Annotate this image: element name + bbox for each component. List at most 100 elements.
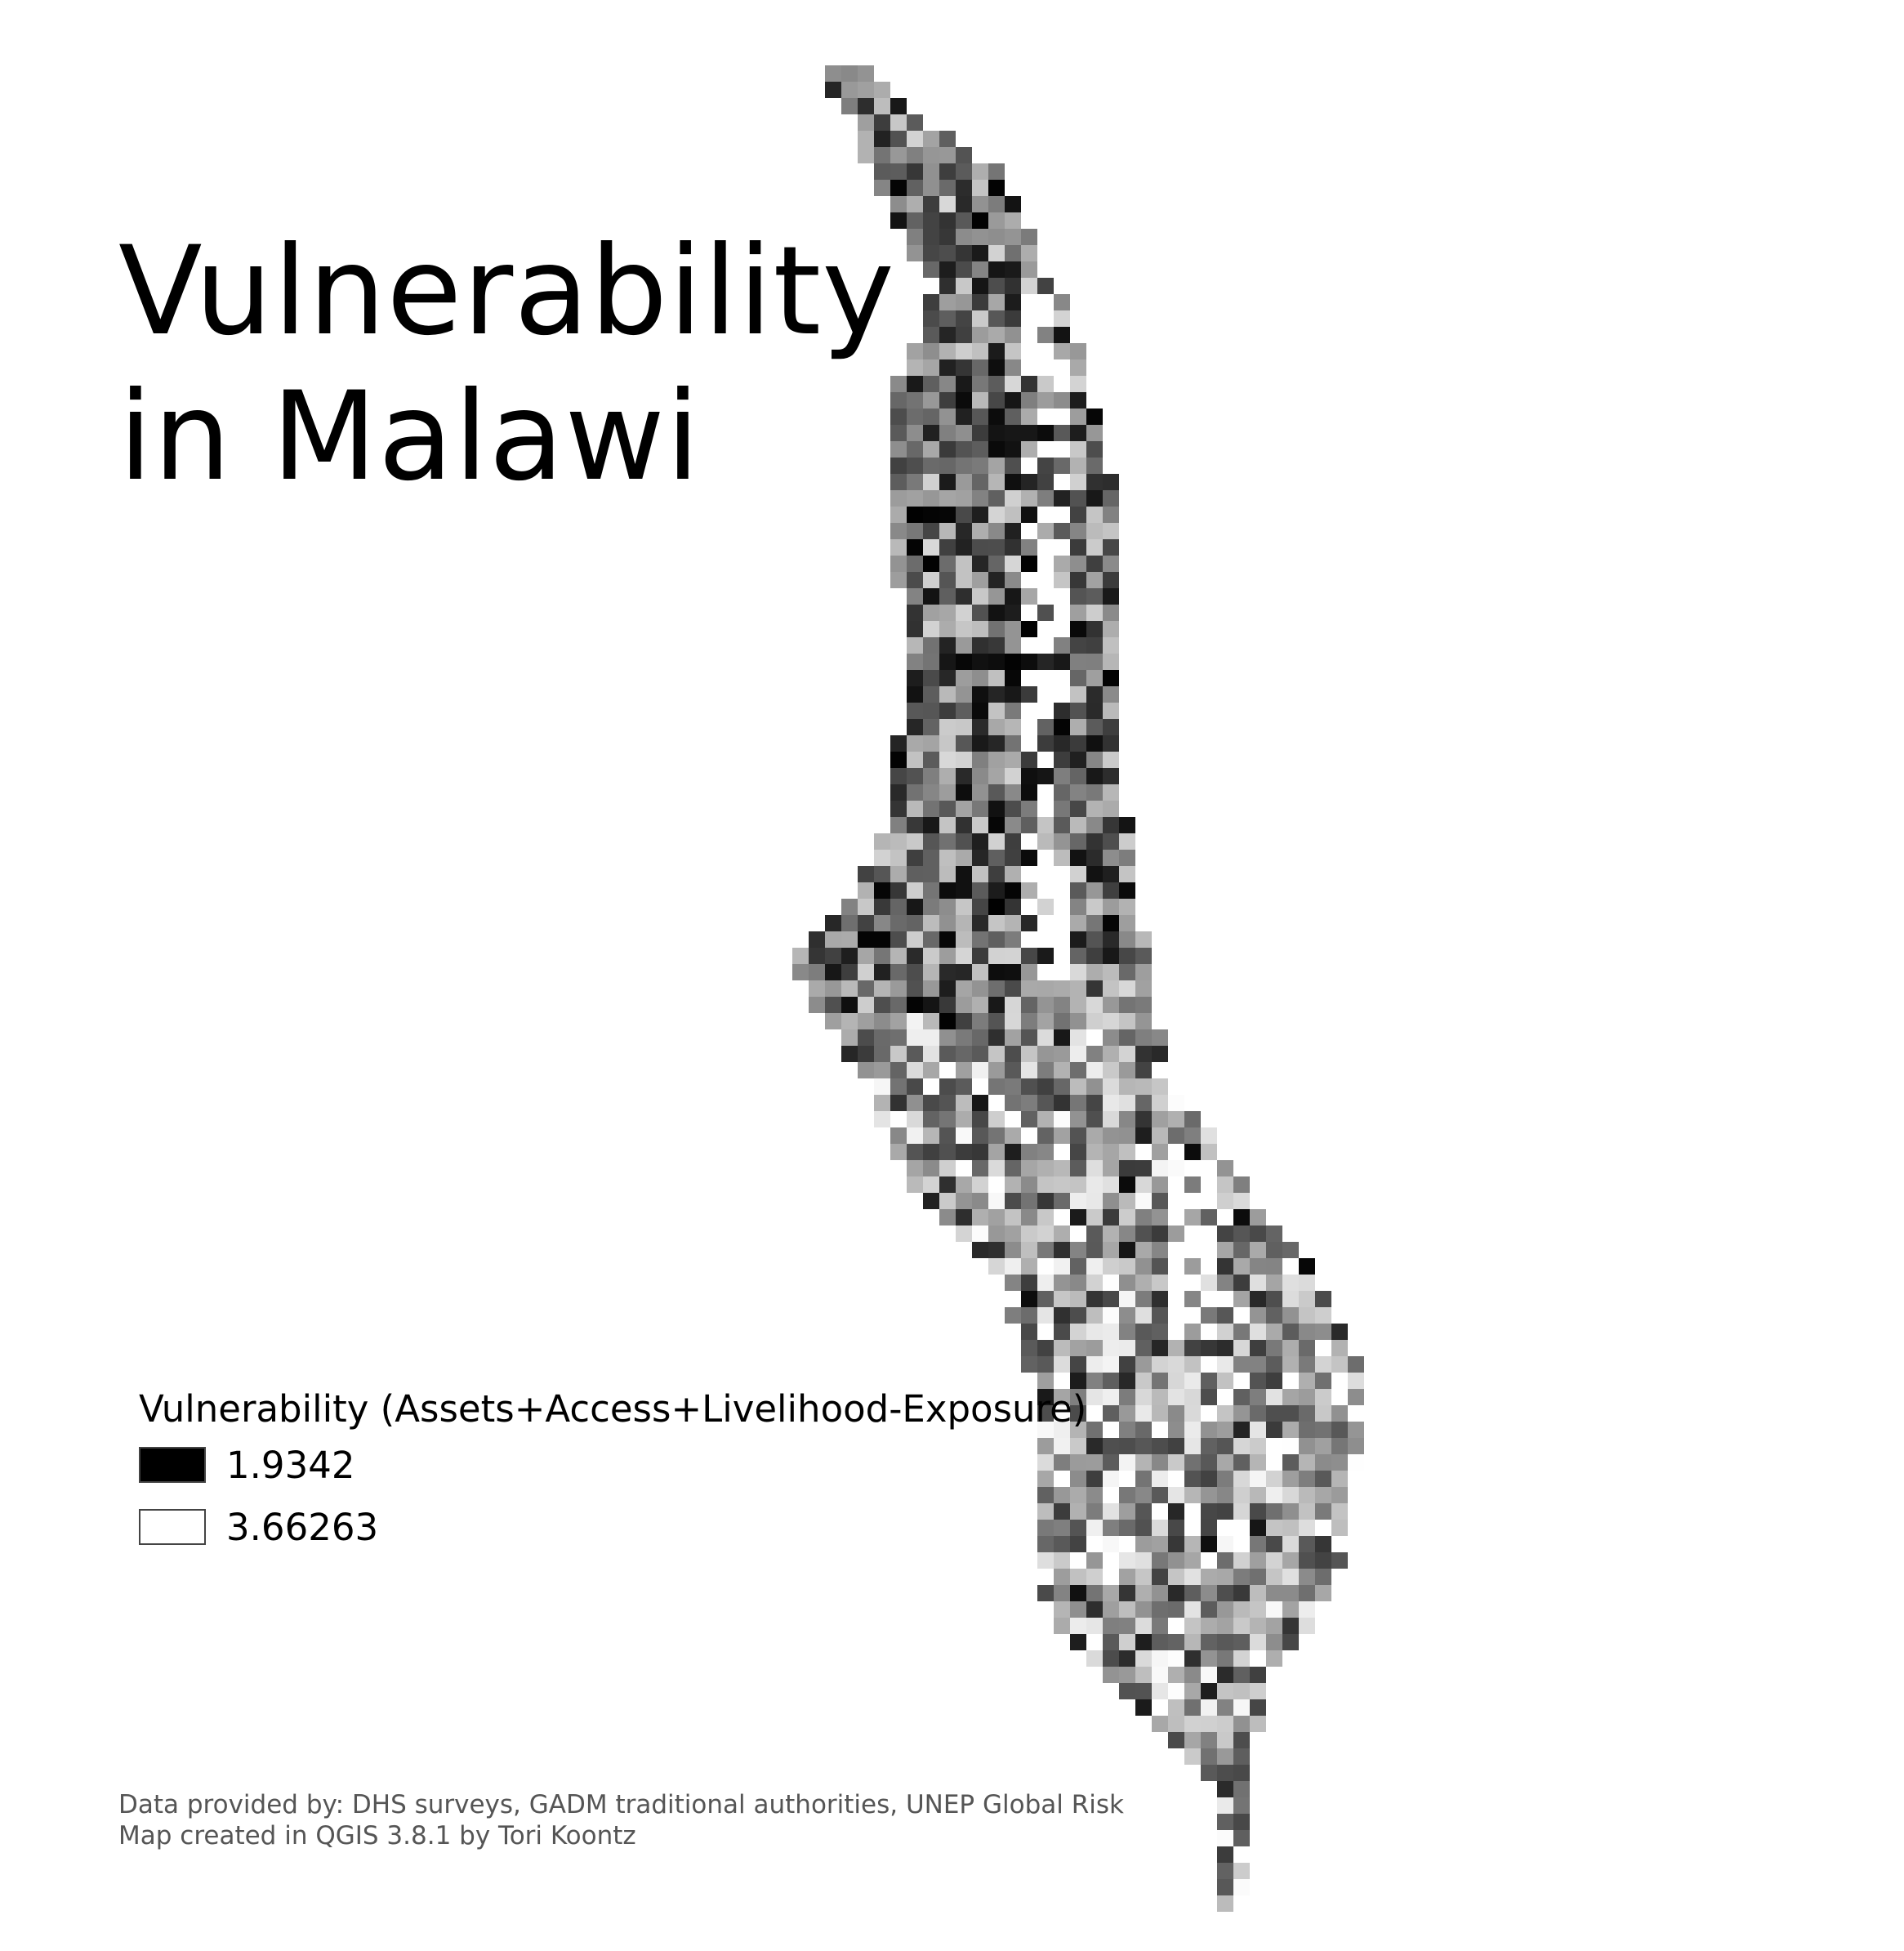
raster-cell <box>1086 1095 1103 1111</box>
raster-cell <box>1250 1258 1266 1275</box>
raster-cell <box>1201 1454 1217 1471</box>
raster-cell <box>1135 1618 1152 1634</box>
raster-cell <box>1005 1275 1021 1291</box>
raster-cell <box>1037 1569 1054 1585</box>
raster-cell <box>988 1144 1005 1160</box>
raster-cell <box>1103 1078 1119 1095</box>
raster-cell <box>1103 752 1119 768</box>
raster-cell <box>874 1078 890 1095</box>
raster-cell <box>1135 1242 1152 1258</box>
raster-cells <box>792 65 1364 1912</box>
raster-cell <box>1348 1438 1364 1454</box>
raster-cell <box>890 997 907 1013</box>
raster-cell <box>1086 752 1103 768</box>
raster-cell <box>1005 899 1021 915</box>
raster-cell <box>1119 1471 1135 1487</box>
raster-cell <box>1037 1552 1054 1569</box>
raster-cell <box>1217 1487 1233 1503</box>
raster-cell <box>988 948 1005 964</box>
raster-cell <box>988 1242 1005 1258</box>
raster-cell <box>1135 1520 1152 1536</box>
raster-cell <box>956 752 972 768</box>
raster-cell <box>1086 1275 1103 1291</box>
raster-cell <box>923 131 939 147</box>
raster-cell <box>1070 1226 1086 1242</box>
raster-cell <box>1217 1879 1233 1895</box>
raster-cell <box>923 572 939 588</box>
raster-cell <box>923 1160 939 1176</box>
raster-cell <box>1217 1601 1233 1618</box>
raster-cell <box>1070 1422 1086 1438</box>
raster-cell <box>1233 1618 1250 1634</box>
raster-cell <box>923 1127 939 1144</box>
raster-cell <box>972 899 988 915</box>
raster-cell <box>907 1127 923 1144</box>
raster-cell <box>972 850 988 866</box>
raster-cell <box>1070 670 1086 686</box>
raster-cell <box>1086 1127 1103 1144</box>
raster-cell <box>1037 1340 1054 1356</box>
raster-cell <box>1086 1160 1103 1176</box>
raster-cell <box>1201 1144 1217 1160</box>
raster-cell <box>988 261 1005 278</box>
raster-cell <box>956 1046 972 1062</box>
raster-cell <box>939 850 956 866</box>
raster-cell <box>907 605 923 621</box>
raster-cell <box>1005 621 1021 637</box>
raster-cell <box>1348 1454 1364 1471</box>
raster-cell <box>972 784 988 801</box>
raster-cell <box>1135 1013 1152 1029</box>
raster-cell <box>1168 1569 1184 1585</box>
raster-cell <box>1282 1242 1299 1258</box>
raster-cell <box>1021 507 1037 523</box>
raster-cell <box>1299 1536 1315 1552</box>
raster-cell <box>1021 1144 1037 1160</box>
raster-cell <box>1266 1552 1282 1569</box>
raster-cell <box>972 556 988 572</box>
raster-cell <box>1086 1422 1103 1438</box>
raster-cell <box>1005 801 1021 817</box>
raster-cell <box>972 1046 988 1062</box>
raster-cell <box>1217 1536 1233 1552</box>
raster-cell <box>939 523 956 539</box>
raster-cell <box>923 1111 939 1127</box>
raster-cell <box>956 507 972 523</box>
raster-cell <box>1348 1405 1364 1422</box>
raster-cell <box>939 359 956 376</box>
raster-cell <box>1037 278 1054 294</box>
raster-cell <box>1168 1585 1184 1601</box>
raster-cell <box>1348 1389 1364 1405</box>
raster-cell <box>923 229 939 245</box>
raster-cell <box>988 997 1005 1013</box>
raster-cell <box>1152 1029 1168 1046</box>
raster-cell <box>1250 1650 1266 1667</box>
raster-cell <box>1119 1650 1135 1667</box>
raster-cell <box>890 964 907 980</box>
raster-cell <box>890 850 907 866</box>
raster-cell <box>907 359 923 376</box>
raster-cell <box>1315 1373 1331 1389</box>
raster-cell <box>956 997 972 1013</box>
raster-cell <box>907 931 923 948</box>
raster-cell <box>1233 1650 1250 1667</box>
raster-cell <box>1315 1487 1331 1503</box>
raster-cell <box>988 768 1005 784</box>
raster-cell <box>907 899 923 915</box>
raster-cell <box>923 686 939 703</box>
raster-cell <box>1250 1569 1266 1585</box>
raster-cell <box>874 180 890 196</box>
raster-cell <box>1282 1552 1299 1569</box>
raster-cell <box>1086 1552 1103 1569</box>
raster-cell <box>1331 1520 1348 1536</box>
raster-cell <box>988 294 1005 310</box>
raster-cell <box>1266 1291 1282 1307</box>
raster-cell <box>1233 1797 1250 1814</box>
raster-cell <box>1282 1307 1299 1324</box>
raster-cell <box>1037 376 1054 392</box>
raster-cell <box>1070 1046 1086 1062</box>
raster-cell <box>1348 1422 1364 1438</box>
raster-cell <box>1168 1095 1184 1111</box>
raster-cell <box>1005 474 1021 490</box>
raster-cell <box>972 654 988 670</box>
raster-cell <box>988 196 1005 212</box>
